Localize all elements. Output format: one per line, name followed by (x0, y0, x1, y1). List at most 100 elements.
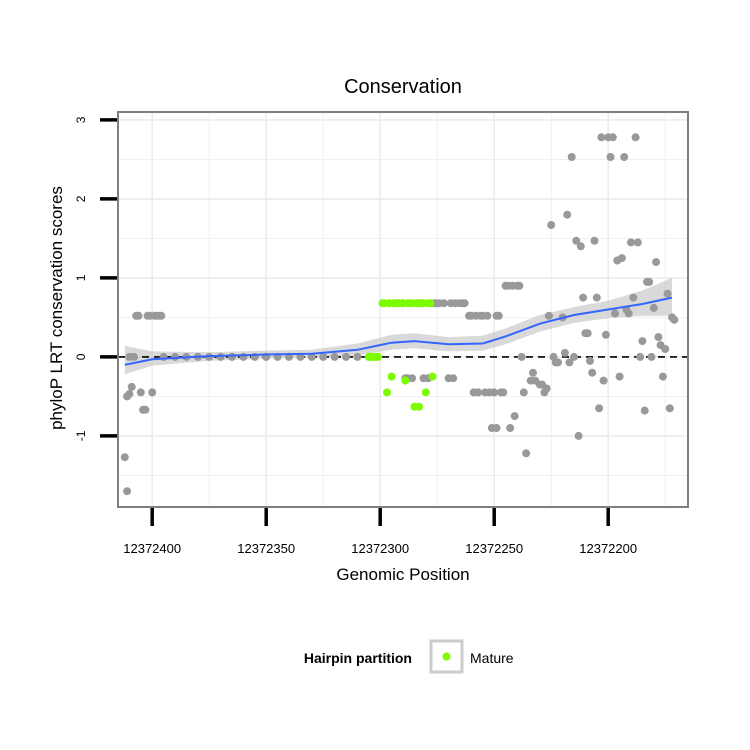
data-point-other (544, 311, 553, 320)
smooth-trend-line (124, 296, 673, 366)
data-point-other (519, 388, 528, 397)
data-point-other (492, 424, 501, 432)
data-point-mature (421, 388, 430, 397)
y-tick-label: 0 (74, 353, 88, 360)
data-point-other (216, 352, 225, 361)
legend-entry-mature: Mature (470, 650, 514, 666)
y-tick-label: 2 (74, 195, 88, 202)
data-point-other (228, 352, 236, 361)
data-point-other (510, 412, 519, 421)
chart-title: Conservation (344, 76, 462, 98)
data-point-other (586, 356, 594, 365)
data-point-other (652, 258, 661, 267)
data-point-other (307, 352, 316, 361)
data-point-other (658, 372, 667, 381)
data-point-other (620, 153, 629, 161)
data-point-other (157, 311, 166, 320)
data-point-other (342, 352, 350, 361)
data-point-other (499, 388, 508, 397)
data-point-other (515, 281, 524, 290)
data-point-other (597, 133, 606, 142)
data-point-other (148, 388, 157, 397)
data-point-other (127, 382, 136, 391)
data-point-other (649, 303, 658, 312)
data-point-other (599, 376, 608, 385)
data-point-other (645, 277, 654, 286)
data-point-other (654, 333, 663, 342)
data-point-mature (401, 376, 410, 385)
data-point-other (572, 236, 581, 245)
data-point-other (330, 352, 339, 361)
data-point-other (579, 293, 588, 302)
data-point-other (474, 388, 483, 397)
data-point-other (640, 406, 649, 415)
plot-border (117, 111, 689, 508)
points-layer (120, 133, 679, 496)
data-point-mature (428, 372, 437, 381)
data-point-other (590, 236, 599, 245)
y-axis: -1 0 1 2 3 (74, 116, 117, 441)
x-tick-label: 12372350 (237, 541, 295, 556)
data-point-other (565, 358, 574, 367)
data-point-other (588, 368, 597, 377)
data-point-other (408, 374, 417, 383)
legend-mature-marker (442, 652, 451, 661)
data-point-other (636, 352, 645, 361)
data-point-other (627, 238, 635, 247)
data-point-other (506, 424, 515, 432)
plot-area (117, 111, 689, 508)
data-point-other (631, 133, 640, 142)
data-point-other (123, 487, 132, 496)
data-point-other (130, 352, 138, 361)
y-axis-label: phyloP LRT conservation scores (47, 186, 66, 430)
data-point-other (319, 352, 328, 361)
data-point-other (576, 242, 585, 251)
data-point-other (554, 358, 562, 367)
data-point-other (141, 405, 150, 414)
data-point-other (647, 352, 656, 361)
data-point-other (670, 315, 679, 324)
data-point-other (560, 348, 569, 357)
data-point-other (617, 254, 626, 263)
data-point-mature (387, 372, 396, 381)
data-point-other (665, 404, 674, 413)
data-point-other (570, 352, 578, 361)
smooth-line-layer (124, 296, 673, 366)
legend-title: Hairpin partition (304, 650, 412, 666)
data-point-other (638, 337, 647, 346)
data-point-other (661, 345, 670, 353)
data-point-other (494, 311, 503, 320)
data-point-other (583, 329, 592, 338)
data-point-other (353, 352, 362, 361)
data-point-other (595, 404, 604, 413)
data-point-other (522, 449, 531, 458)
data-point-other (633, 238, 642, 247)
data-point-other (615, 372, 624, 381)
data-point-other (574, 431, 583, 440)
data-point-other (624, 309, 633, 318)
data-point-other (120, 453, 129, 462)
data-point-other (611, 309, 619, 318)
data-point-other (608, 133, 617, 142)
data-point-other (460, 299, 469, 308)
data-point-other (490, 388, 499, 397)
x-axis-label: Genomic Position (336, 565, 469, 584)
data-point-other (125, 390, 134, 398)
data-point-other (483, 311, 492, 320)
data-point-mature (415, 402, 423, 411)
data-point-other (601, 330, 610, 339)
data-point-other (663, 289, 672, 298)
x-tick-label: 12372400 (123, 541, 181, 556)
data-point-other (440, 299, 448, 308)
x-tick-label: 12372300 (351, 541, 409, 556)
x-tick-label: 12372250 (465, 541, 523, 556)
y-tick-label: 1 (74, 274, 88, 281)
data-point-other (592, 293, 601, 302)
data-point-other (606, 153, 615, 161)
data-point-other (563, 210, 572, 219)
data-point-other (542, 384, 551, 393)
data-point-other (449, 374, 458, 383)
x-axis: 12372400 12372350 12372300 12372250 12372200 (123, 508, 637, 556)
data-point-other (134, 311, 143, 320)
